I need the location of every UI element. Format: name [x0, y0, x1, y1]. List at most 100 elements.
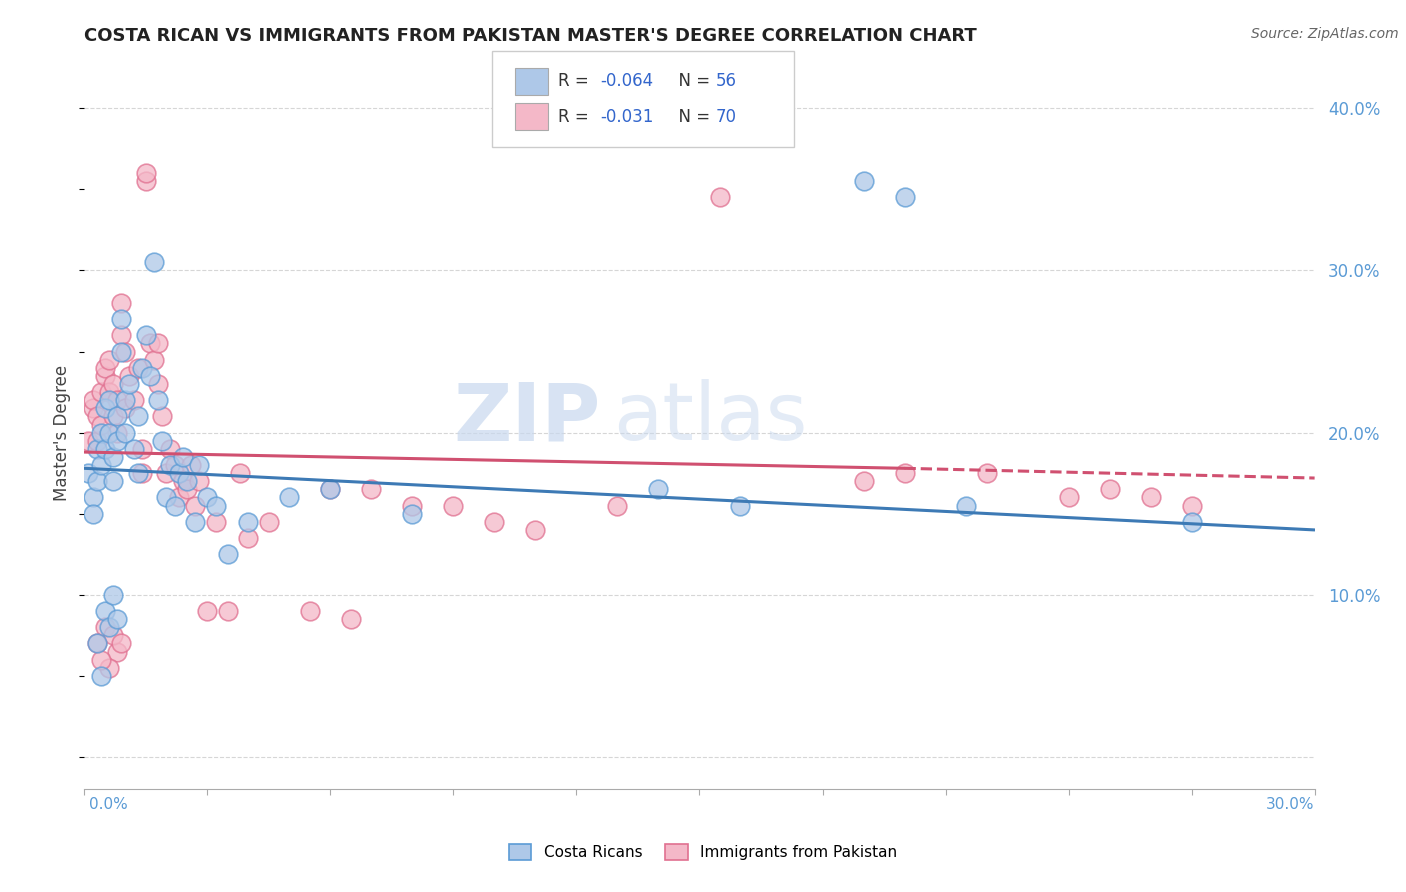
Text: N =: N =	[668, 108, 716, 126]
Point	[110, 296, 132, 310]
Text: N =: N =	[668, 72, 716, 90]
Point	[77, 434, 100, 448]
Point	[139, 336, 162, 351]
Point	[150, 434, 173, 448]
Point	[94, 368, 117, 383]
Point	[101, 588, 124, 602]
Point	[229, 466, 252, 480]
Point	[204, 515, 226, 529]
Point	[127, 360, 149, 375]
Point	[131, 466, 153, 480]
Y-axis label: Master's Degree: Master's Degree	[53, 365, 72, 500]
Point	[238, 515, 260, 529]
Point	[176, 475, 198, 489]
Point	[114, 344, 136, 359]
Point	[82, 393, 104, 408]
Point	[1098, 483, 1121, 497]
Text: 0.0%: 0.0%	[89, 797, 128, 812]
Point	[401, 507, 423, 521]
Point	[143, 352, 166, 367]
Text: R =: R =	[558, 72, 595, 90]
Point	[172, 450, 194, 464]
Text: Source: ZipAtlas.com: Source: ZipAtlas.com	[1251, 27, 1399, 41]
Point	[94, 401, 117, 416]
Text: -0.064: -0.064	[600, 72, 654, 90]
Point	[131, 442, 153, 456]
Point	[122, 442, 145, 456]
Point	[976, 466, 998, 480]
Text: atlas: atlas	[613, 379, 807, 458]
Point	[77, 466, 100, 480]
Point	[163, 499, 186, 513]
Point	[148, 393, 170, 408]
Point	[172, 475, 194, 489]
Point	[98, 385, 121, 400]
Point	[484, 515, 506, 529]
Point	[135, 174, 157, 188]
Point	[893, 190, 915, 204]
Point	[94, 442, 117, 456]
Point	[893, 466, 915, 480]
Point	[340, 612, 363, 626]
Point	[86, 475, 108, 489]
Point	[98, 352, 121, 367]
Point	[167, 491, 190, 505]
Point	[98, 661, 121, 675]
Point	[90, 417, 112, 432]
Text: ZIP: ZIP	[454, 379, 602, 458]
Point	[105, 409, 128, 424]
Text: R =: R =	[558, 108, 595, 126]
Point	[238, 531, 260, 545]
Point	[86, 636, 108, 650]
Point	[101, 376, 124, 391]
Point	[217, 604, 239, 618]
Point	[90, 669, 112, 683]
Point	[148, 376, 170, 391]
Point	[278, 491, 301, 505]
Point	[86, 409, 108, 424]
Point	[90, 425, 112, 440]
Point	[82, 491, 104, 505]
Point	[131, 360, 153, 375]
Point	[150, 409, 173, 424]
Point	[90, 653, 112, 667]
Point	[101, 628, 124, 642]
Point	[94, 620, 117, 634]
Point	[127, 409, 149, 424]
Point	[401, 499, 423, 513]
Point	[86, 442, 108, 456]
Point	[148, 336, 170, 351]
Point	[163, 458, 186, 472]
Point	[110, 328, 132, 343]
Point	[86, 434, 108, 448]
Point	[159, 442, 181, 456]
Point	[105, 434, 128, 448]
Point	[110, 344, 132, 359]
Point	[122, 393, 145, 408]
Point	[167, 466, 190, 480]
Point	[90, 385, 112, 400]
Point	[98, 393, 121, 408]
Legend: Costa Ricans, Immigrants from Pakistan: Costa Ricans, Immigrants from Pakistan	[502, 838, 904, 866]
Point	[94, 360, 117, 375]
Point	[86, 636, 108, 650]
Point	[319, 483, 342, 497]
Point	[1181, 515, 1204, 529]
Point	[94, 604, 117, 618]
Point	[647, 483, 669, 497]
Point	[82, 401, 104, 416]
Point	[524, 523, 547, 537]
Point	[257, 515, 280, 529]
Point	[606, 499, 628, 513]
Point	[118, 376, 141, 391]
Point	[135, 328, 157, 343]
Point	[98, 425, 121, 440]
Point	[101, 475, 124, 489]
Point	[114, 393, 136, 408]
Point	[105, 425, 128, 440]
Point	[176, 483, 198, 497]
Point	[188, 458, 211, 472]
Text: 56: 56	[716, 72, 737, 90]
Point	[114, 401, 136, 416]
Point	[110, 636, 132, 650]
